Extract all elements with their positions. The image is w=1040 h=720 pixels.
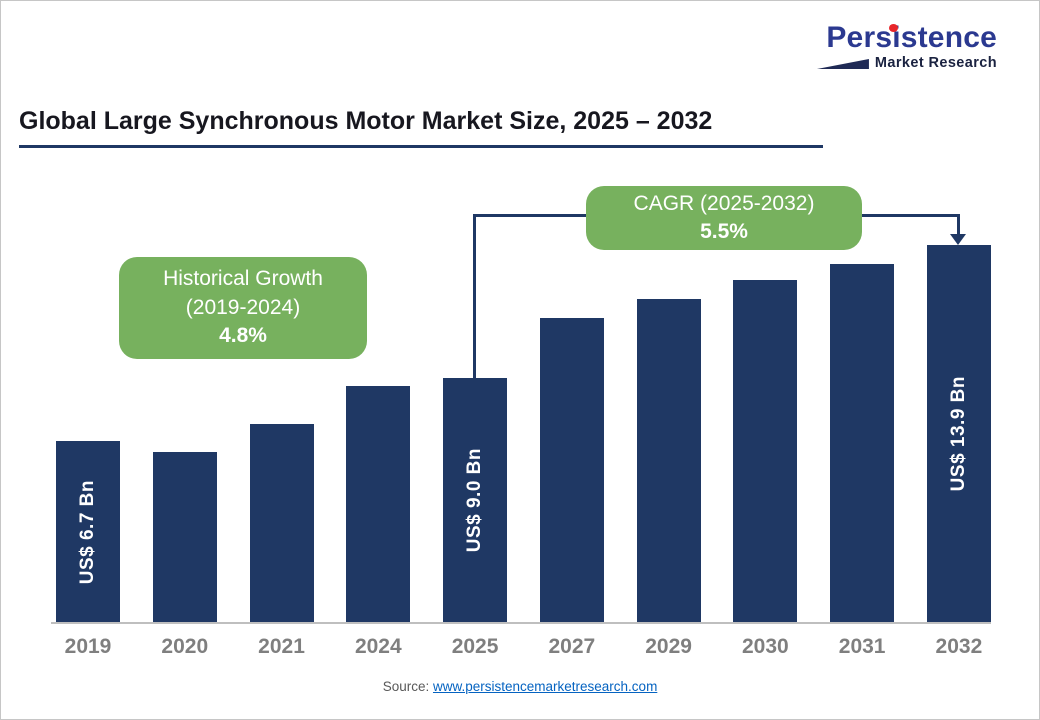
bar-2020 [152,452,217,623]
bar-column-2031: 2031 [830,161,895,658]
x-axis-label-2020: 2020 [161,635,209,658]
historical-growth-callout: Historical Growth (2019-2024) 4.8% [119,257,367,359]
logo-swoosh-icon [816,59,869,69]
cagr-connector-vertical-right [957,214,960,236]
x-axis-line [51,622,991,624]
bar-chart: US$ 6.7 Bn 2019 2020 2021 2024 US$ 9.0 Bn 2025… [56,161,991,658]
cagr-value: 5.5% [700,220,748,243]
bar-column-2027: 2027 [539,161,604,658]
source-line: Source: www.persistencemarketresearch.co… [1,679,1039,694]
bar-column-2029: 2029 [636,161,701,658]
bar-2031 [830,264,895,623]
x-axis-label-2019: 2019 [64,635,112,658]
bar-2029 [636,299,701,623]
logo-tagline: Market Research [874,55,997,71]
x-axis-label-2027: 2027 [548,635,596,658]
cagr-connector-horizontal-right [859,214,960,217]
source-label: Source: [382,679,430,694]
bar-2030 [733,280,798,623]
x-axis-label-2030: 2030 [742,635,789,658]
bar-2032: US$ 13.9 Bn [926,245,991,623]
x-axis-label-2024: 2024 [354,635,402,658]
bar-column-2019: US$ 6.7 Bn 2019 [56,161,120,658]
cagr-title: CAGR (2025-2032) [633,191,815,215]
title-underline [19,145,823,148]
cagr-connector-horizontal-left [473,214,589,217]
bar-column-2020: 2020 [152,161,217,658]
bar-2024 [346,386,411,623]
x-axis-label-2029: 2029 [645,635,692,658]
cagr-connector-vertical-left [473,214,476,379]
bar-2019: US$ 6.7 Bn [56,441,120,623]
historical-growth-period: (2019-2024) [185,295,301,319]
bar-2027 [539,318,604,623]
bar-column-2021: 2021 [249,161,314,658]
logo-red-dot-icon [889,24,899,32]
arrow-down-icon [950,234,966,245]
x-axis-label-2031: 2031 [838,635,886,658]
source-link[interactable]: www.persistencemarketresearch.com [432,679,658,694]
bar-2025: US$ 9.0 Bn [443,378,508,623]
historical-growth-title: Historical Growth [163,267,323,291]
logo-subline: Market Research [816,55,997,71]
historical-growth-value: 4.8% [219,324,267,348]
bar-column-2030: 2030 [733,161,798,658]
bar-value-label-2032: US$ 13.9 Bn [947,376,969,492]
bar-value-label-2019: US$ 6.7 Bn [77,479,98,585]
bar-column-2024: 2024 [346,161,411,658]
bar-value-label-2025: US$ 9.0 Bn [464,448,486,553]
cagr-callout: CAGR (2025-2032) 5.5% [586,186,862,250]
logo-name-text: Persistence [826,21,997,54]
bar-2021 [249,424,314,623]
x-axis-label-2025: 2025 [451,635,499,658]
x-axis-label-2021: 2021 [258,635,305,658]
bar-column-2025: US$ 9.0 Bn 2025 [443,161,508,658]
logo-persistence-text: Persistence [826,23,997,53]
x-axis-label-2032: 2032 [935,635,983,658]
bar-column-2032: US$ 13.9 Bn 2032 [926,161,991,658]
chart-title: Global Large Synchronous Motor Market Si… [19,107,713,135]
logo: Persistence Market Research [816,23,997,71]
